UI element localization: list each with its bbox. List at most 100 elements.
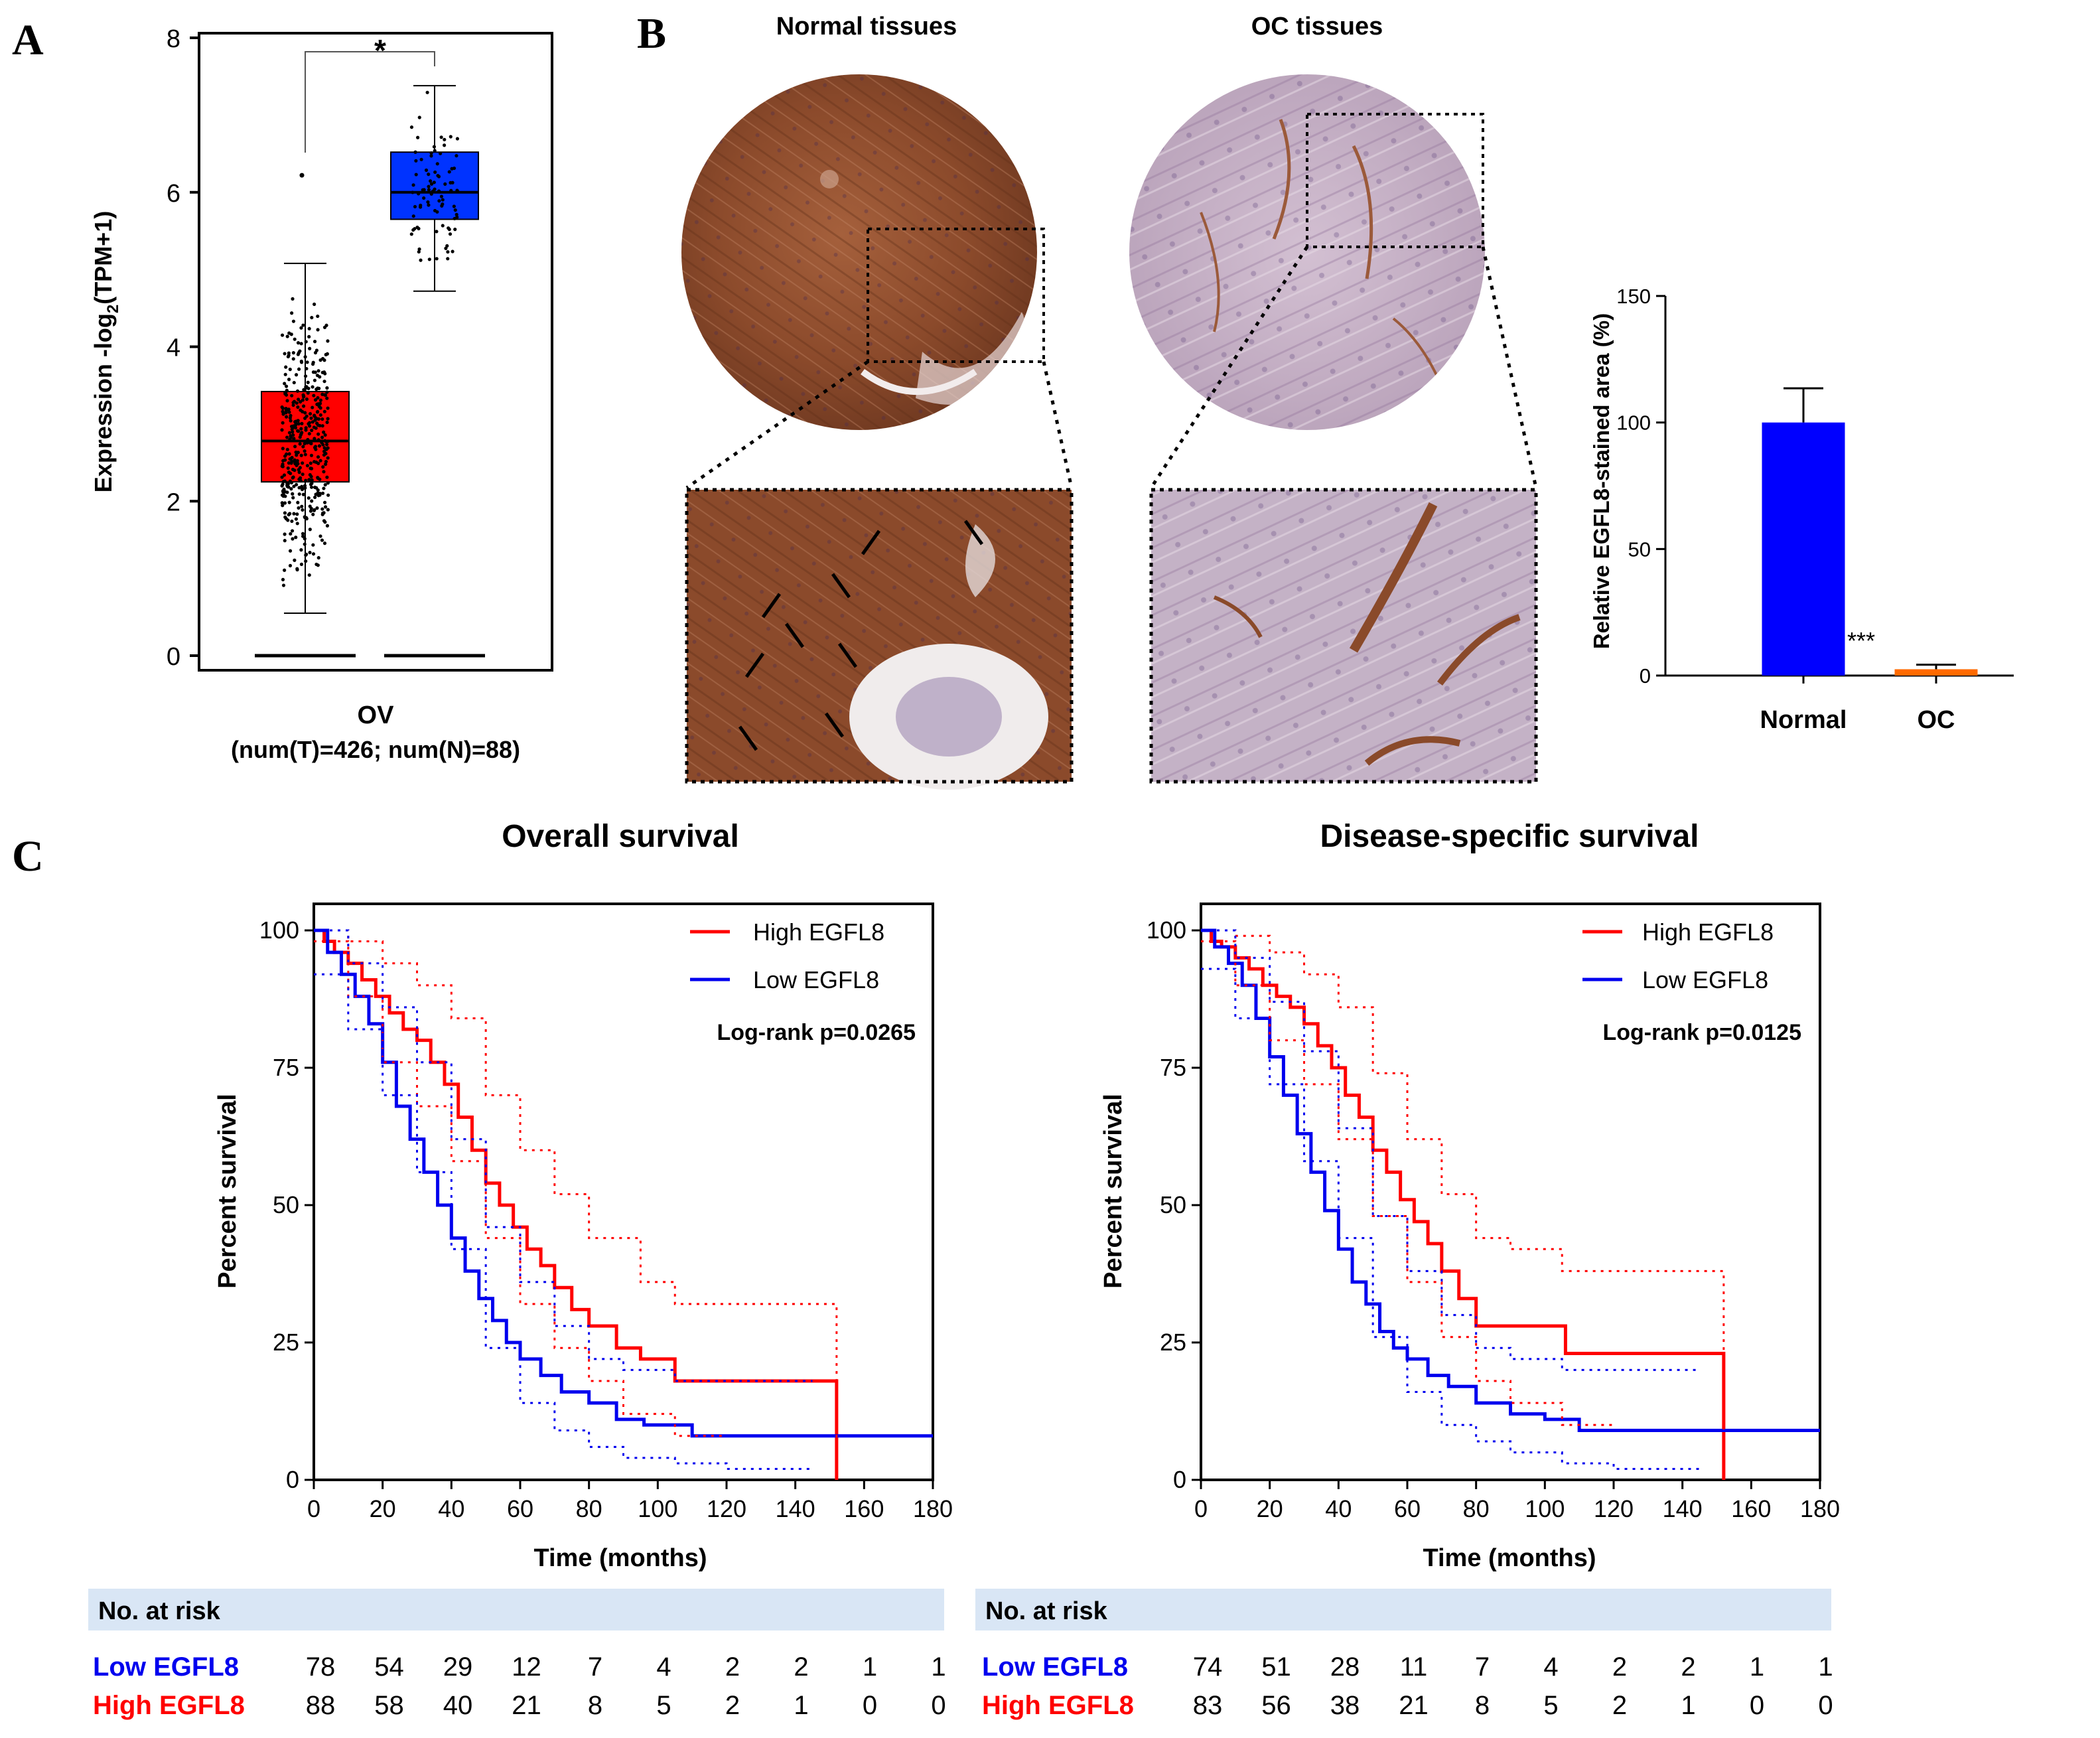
- overall-survival-chart: Overall survival Percent survival Time (…: [214, 819, 953, 1572]
- box-jitter-point: [292, 512, 296, 516]
- dss-risk-high-label: High EGFL8: [982, 1691, 1134, 1720]
- box-jitter-point: [296, 341, 301, 345]
- box-jitter-point: [284, 365, 288, 369]
- box-jitter-point: [301, 508, 305, 512]
- box-jitter-point: [441, 198, 445, 202]
- box-jitter-point: [439, 194, 444, 198]
- km-y-tick-label: 100: [1147, 916, 1186, 944]
- box-jitter-point: [322, 542, 327, 545]
- box-jitter-point: [306, 391, 310, 395]
- box-jitter-point: [307, 422, 311, 426]
- box-jitter-point: [324, 443, 329, 447]
- km-y-tick-label: 0: [286, 1466, 299, 1493]
- box-jitter-point: [291, 496, 295, 500]
- box-jitter-point: [289, 457, 293, 461]
- box-jitter-point: [303, 355, 307, 359]
- box-jitter-point: [280, 475, 284, 479]
- box-jitter-point: [320, 507, 324, 511]
- box-jitter-point: [455, 137, 460, 141]
- box-jitter-point: [429, 192, 433, 196]
- km-x-tick-label: 100: [1525, 1495, 1565, 1522]
- box-jitter-point: [325, 420, 329, 425]
- box-jitter-point: [285, 415, 289, 419]
- box-jitter-point: [323, 433, 327, 437]
- box-jitter-point: [436, 174, 440, 178]
- box-jitter-point: [313, 445, 318, 449]
- risk-high-value: 5: [1543, 1691, 1558, 1720]
- dss-risk-band: [975, 1589, 1831, 1630]
- box-jitter-point: [305, 360, 309, 364]
- box-jitter-point: [429, 154, 433, 158]
- box-jitter-point: [281, 459, 285, 463]
- os-risk-high-values: 88 58 40 21 8 5 2 1 0 0: [306, 1691, 946, 1720]
- box-jitter-point: [316, 423, 320, 427]
- risk-low-value: 2: [794, 1652, 808, 1682]
- box-jitter-point: [293, 461, 297, 466]
- box-jitter-point: [425, 90, 429, 94]
- box-jitter-point: [326, 417, 330, 421]
- box-jitter-point: [291, 433, 295, 437]
- risk-high-value: 0: [931, 1691, 945, 1720]
- box-jitter-point: [281, 409, 285, 413]
- box-jitter-point: [417, 192, 421, 196]
- box-jitter-point: [305, 441, 309, 445]
- box-jitter-point: [322, 380, 326, 384]
- km-line-high-egfl8: [1201, 928, 1726, 1480]
- box-jitter-point: [416, 135, 420, 139]
- km-x-tick-label: 80: [1463, 1495, 1490, 1522]
- box-jitter-point: [322, 449, 326, 453]
- box-jitter-point: [311, 385, 315, 389]
- box-jitter-point: [440, 204, 444, 208]
- box-jitter-point: [281, 421, 285, 425]
- box-jitter-point: [419, 203, 423, 208]
- bar-chart-marks: Normal OC: [1760, 387, 1978, 734]
- km-y-tick-label: 50: [1160, 1191, 1186, 1218]
- km-x-tick-label: 0: [1194, 1495, 1208, 1522]
- box-jitter-point: [429, 151, 433, 155]
- risk-high-value: 83: [1193, 1691, 1223, 1720]
- box-jitter-point: [304, 553, 308, 557]
- box-jitter-point: [435, 162, 439, 166]
- box-jitter-point: [283, 515, 287, 519]
- box-jitter-point: [290, 311, 294, 315]
- box-jitter-point: [433, 208, 437, 213]
- box-jitter-point: [309, 509, 313, 513]
- box-jitter-point: [326, 508, 330, 512]
- box-jitter-point: [280, 501, 284, 505]
- bar-oc: [1894, 669, 1978, 676]
- box-jitter-point: [441, 224, 445, 228]
- km-frame: [1200, 903, 1821, 1481]
- box-jitter-point: [325, 352, 329, 356]
- dss-legend-high: High EGFL8: [1642, 918, 1774, 946]
- dss-axes: 0 20 40 60 80 100 120 140 160 180 0 25 50 75 100: [1147, 903, 1840, 1522]
- risk-high-value: 2: [725, 1691, 740, 1720]
- box-jitter-point: [424, 168, 429, 173]
- box-jitter-point: [291, 430, 295, 434]
- box-jitter-point: [292, 484, 296, 488]
- box-jitter-point: [288, 368, 292, 372]
- box-jitter-point: [429, 179, 433, 183]
- box-jitter-point: [309, 453, 314, 457]
- box-jitter-point: [311, 405, 315, 409]
- box-jitter-point: [417, 226, 421, 231]
- box-jitter-point: [427, 203, 431, 207]
- box-jitter-point: [289, 425, 294, 429]
- os-y-label: Percent survival: [214, 1094, 242, 1289]
- km-y-tick-label: 75: [1160, 1054, 1186, 1081]
- box-jitter-point: [449, 135, 453, 139]
- risk-low-value: 4: [1543, 1652, 1558, 1682]
- risk-high-value: 0: [1818, 1691, 1833, 1720]
- box-jitter-point: [293, 469, 297, 472]
- box-jitter-point: [303, 542, 307, 546]
- box-jitter-point: [296, 398, 301, 401]
- box-jitter-point: [280, 428, 284, 432]
- bar-chart-y-label: Relative EGFL8-stained area (%): [1589, 313, 1614, 649]
- box-jitter-point: [307, 334, 311, 339]
- km-y-tick-label: 0: [1173, 1466, 1186, 1493]
- box-jitter-point: [455, 154, 458, 158]
- box-jitter-point: [284, 411, 288, 415]
- km-y-tick-label: 25: [273, 1329, 299, 1356]
- box-jitter-point: [291, 537, 295, 541]
- box-jitter-point: [290, 519, 294, 524]
- box-jitter-point: [284, 384, 289, 388]
